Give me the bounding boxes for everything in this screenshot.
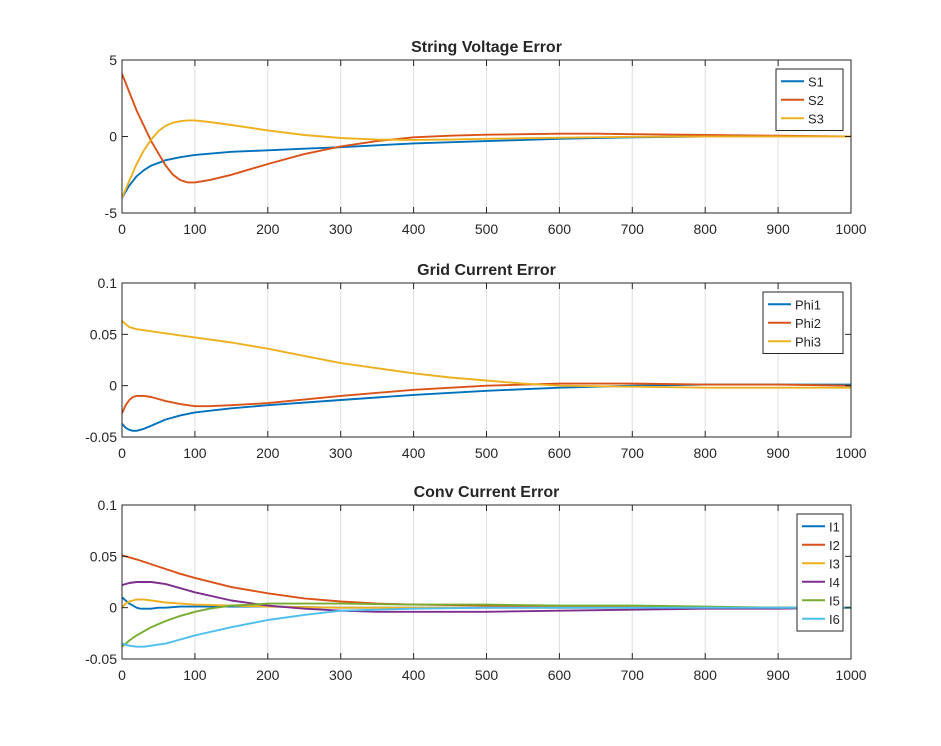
legend-label-phi3: Phi3	[795, 334, 821, 349]
x-tick-label: 800	[694, 667, 718, 683]
series-line-phi2	[122, 382, 851, 414]
subplot-3: 0 100 200 300 400 500 600 700 800 900 1000-0.0500.…	[85, 484, 867, 683]
x-tick-label: 500	[475, 445, 499, 461]
series-line-i5	[122, 602, 851, 648]
x-tick-label: 900	[766, 667, 790, 683]
chart-title: Conv Current Error	[414, 484, 560, 501]
x-tick-label: 400	[402, 667, 426, 683]
x-tick-label: 0	[118, 667, 126, 683]
chart-title: String Voltage Error	[411, 39, 562, 56]
x-tick-label: 600	[548, 667, 572, 683]
y-tick-label: 0.05	[90, 326, 117, 342]
legend: Phi1 Phi2 Phi3	[762, 291, 844, 354]
series-group	[122, 73, 851, 199]
legend-label-s1: S1	[808, 74, 824, 89]
x-tick-label: 100	[183, 221, 207, 237]
x-tick-label: 700	[621, 445, 645, 461]
y-tick-label: -0.05	[85, 651, 117, 667]
x-tick-label: 1000	[835, 221, 866, 237]
legend-label-i4: I4	[829, 575, 840, 590]
series-line-s2	[122, 73, 851, 184]
legend-label-phi2: Phi2	[795, 316, 821, 331]
chart-title: Grid Current Error	[417, 262, 556, 279]
legend-label-i1: I1	[829, 519, 840, 534]
x-tick-label: 0	[118, 445, 126, 461]
y-tick-label: 0	[109, 378, 117, 394]
legend-label-i6: I6	[829, 612, 840, 627]
x-tick-label: 900	[766, 445, 790, 461]
series-line-phi3	[122, 320, 851, 389]
x-tick-label: 900	[766, 221, 790, 237]
y-tick-label: 0	[109, 600, 117, 616]
legend-label-phi1: Phi1	[795, 297, 821, 312]
x-tick-label: 400	[402, 221, 426, 237]
x-tick-label: 100	[183, 667, 207, 683]
legend-label-s2: S2	[808, 93, 824, 108]
x-tick-label: 800	[694, 445, 718, 461]
y-tick-label: 0.05	[90, 548, 117, 564]
subplot-2: 0 100 200 300 400 500 600 700 800 900 1000-0.0500.…	[85, 262, 867, 461]
x-tick-label: 600	[548, 221, 572, 237]
legend-label-s3: S3	[808, 111, 824, 126]
x-tick-label: 700	[621, 667, 645, 683]
y-tick-label: 5	[109, 52, 117, 68]
x-tick-label: 200	[256, 221, 280, 237]
legend: I1 I2 I3 I4 I5 I6	[796, 513, 844, 632]
x-tick-label: 100	[183, 445, 207, 461]
series-group	[122, 554, 851, 648]
x-tick-label: 500	[475, 221, 499, 237]
legend: S1 S2 S3	[775, 68, 844, 131]
subplot-1: 0 100 200 300 400 500 600 700 800 900 1000-505Stri…	[105, 39, 867, 237]
x-tick-label: 200	[256, 667, 280, 683]
y-tick-label: -0.05	[85, 429, 117, 445]
x-tick-label: 300	[329, 221, 353, 237]
x-tick-label: 200	[256, 445, 280, 461]
x-tick-label: 0	[118, 221, 126, 237]
legend-label-i2: I2	[829, 538, 840, 553]
x-tick-label: 1000	[835, 667, 866, 683]
y-tick-label: 0.1	[98, 497, 118, 513]
legend-label-i3: I3	[829, 556, 840, 571]
y-tick-label: -5	[105, 205, 118, 221]
x-tick-label: 700	[621, 221, 645, 237]
series-group	[122, 320, 851, 432]
x-tick-label: 300	[329, 445, 353, 461]
x-tick-label: 300	[329, 667, 353, 683]
legend-box	[796, 513, 844, 632]
y-tick-label: 0	[109, 129, 117, 145]
x-tick-label: 400	[402, 445, 426, 461]
y-tick-label: 0.1	[98, 275, 118, 291]
series-line-i4	[122, 581, 851, 613]
x-tick-label: 1000	[835, 445, 866, 461]
x-tick-label: 600	[548, 445, 572, 461]
series-line-i6	[122, 606, 851, 648]
x-tick-label: 500	[475, 667, 499, 683]
series-line-s3	[122, 119, 851, 199]
x-tick-label: 800	[694, 221, 718, 237]
legend-label-i5: I5	[829, 593, 840, 608]
